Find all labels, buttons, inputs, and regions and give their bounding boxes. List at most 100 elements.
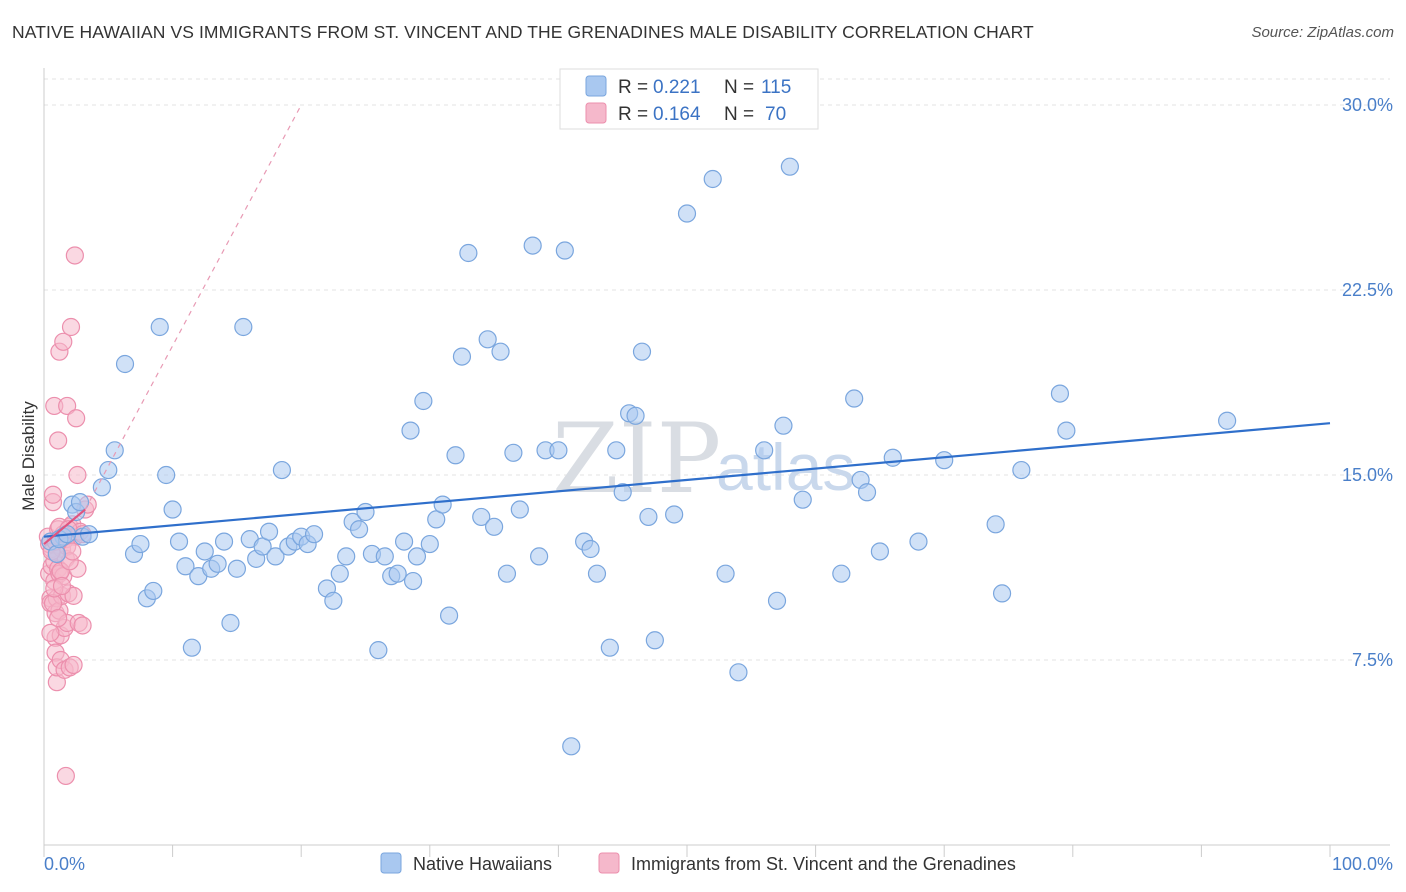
legend-bottom-swatch-blue	[380, 852, 402, 874]
y-tick-label-2: 22.5%	[1342, 280, 1393, 300]
native-hawaiians-point-89	[729, 663, 748, 682]
native-hawaiians-point-102	[935, 451, 954, 470]
native-hawaiians-point-57	[439, 606, 459, 625]
native-hawaiians-point-83	[639, 507, 658, 527]
native-hawaiians-point-43	[356, 502, 375, 522]
native-hawaiians-point-107	[1057, 421, 1076, 440]
native-hawaiians-point-13	[157, 465, 176, 485]
native-hawaiians-point-56	[433, 495, 452, 514]
native-hawaiians-point-30	[266, 547, 285, 566]
native-hawaiians-point-86	[677, 204, 697, 223]
native-hawaiians-point-68	[523, 236, 542, 255]
native-hawaiians-point-54	[420, 534, 439, 554]
legend-n-value-2: 70	[765, 104, 786, 125]
native-hawaiians-point-101	[909, 532, 928, 551]
native-hawaiians-point-110	[47, 544, 66, 564]
native-hawaiians-point-91	[767, 591, 787, 610]
native-hawaiians-point-88	[716, 564, 735, 583]
native-hawaiians-point-85	[665, 505, 684, 524]
native-hawaiians-point-59	[452, 347, 472, 366]
legend-bottom-label-pink: Immigrants from St. Vincent and the Gren…	[631, 854, 1016, 874]
native-hawaiians-point-52	[407, 547, 427, 566]
native-hawaiians-point-96	[845, 389, 864, 408]
native-hawaiians-point-62	[478, 330, 497, 349]
native-hawaiians-point-106	[1050, 384, 1070, 403]
legend-r-value-2: 0.164	[653, 104, 701, 125]
immigrants-point-7	[43, 485, 63, 504]
native-hawaiians-point-51	[403, 571, 423, 591]
native-hawaiians-point-11	[144, 581, 163, 601]
native-hawaiians-point-53	[414, 391, 433, 411]
native-hawaiians-point-92	[774, 416, 793, 435]
legend-n-label-2: N =	[724, 104, 754, 125]
x-tick-label-max: 100.0%	[1332, 854, 1393, 874]
native-hawaiians-point-58	[446, 446, 465, 465]
native-hawaiians-point-65	[497, 564, 517, 583]
native-hawaiians-point-87	[703, 169, 722, 189]
legend-bottom: Native Hawaiians Immigrants from St. Vin…	[380, 852, 1016, 874]
native-hawaiians-point-79	[613, 483, 632, 502]
source-label: Source: ZipAtlas.com	[1251, 24, 1394, 41]
native-hawaiians-point-113	[70, 493, 90, 512]
native-hawaiians-point-94	[793, 490, 812, 509]
chart-title: NATIVE HAWAIIAN VS IMMIGRANTS FROM ST. V…	[12, 22, 1034, 42]
native-hawaiians-point-4	[92, 478, 111, 497]
native-hawaiians-point-40	[337, 547, 356, 566]
immigrants-point-19	[49, 431, 68, 450]
legend-n-label-1: N =	[724, 77, 754, 98]
native-hawaiians-point-77	[600, 638, 619, 657]
y-tick-label-3: 30.0%	[1342, 95, 1393, 115]
legend-swatch-pink	[585, 102, 607, 124]
native-hawaiians-point-93	[780, 157, 799, 176]
native-hawaiians-point-72	[555, 241, 574, 260]
native-hawaiians-point-69	[530, 547, 549, 566]
legend-top: R = 0.221 N = 115 R = 0.164 N = 70	[559, 68, 819, 130]
y-tick-label-1: 15.0%	[1342, 465, 1393, 485]
native-hawaiians-point-108	[1218, 411, 1237, 430]
x-tick-label-min: 0.0%	[44, 854, 85, 874]
native-hawaiians-point-7	[115, 354, 135, 374]
immigrants-point-68	[41, 623, 60, 642]
native-hawaiians-point-25	[234, 317, 253, 337]
legend-r-value-1: 0.221	[653, 77, 701, 98]
native-hawaiians-point-105	[1012, 460, 1031, 480]
native-hawaiians-point-17	[182, 638, 201, 657]
native-hawaiians-point-24	[227, 559, 246, 578]
native-hawaiians-point-78	[607, 441, 626, 460]
axes	[43, 68, 1390, 846]
immigrants-point-40	[64, 586, 83, 605]
native-hawaiians-point-46	[375, 547, 394, 566]
y-tick-label-0: 7.5%	[1352, 650, 1393, 670]
native-hawaiians-point-23	[221, 613, 240, 633]
y-tick-labels: 7.5% 15.0% 22.5% 30.0%	[1342, 95, 1393, 670]
native-hawaiians-point-73	[562, 737, 581, 756]
legend-swatch-blue	[585, 75, 607, 97]
native-hawaiians-point-5	[99, 460, 118, 480]
series-native-hawaiians-points	[41, 157, 1237, 756]
immigrants-point-38	[61, 317, 81, 337]
native-hawaiians-point-42	[349, 520, 369, 539]
immigrants-point-45	[68, 465, 87, 485]
native-hawaiians-point-84	[645, 631, 664, 650]
immigrants-point-65	[52, 576, 72, 596]
native-hawaiians-point-63	[485, 517, 504, 536]
native-hawaiians-point-60	[459, 243, 478, 263]
native-hawaiians-point-67	[510, 500, 529, 519]
x-ticks	[43, 845, 1331, 857]
legend-r-label-1: R =	[618, 77, 648, 98]
legend-bottom-swatch-pink	[598, 852, 620, 874]
trend-lines	[43, 104, 1331, 545]
native-hawaiians-point-61	[472, 507, 491, 527]
immigrants-point-49	[73, 616, 92, 635]
native-hawaiians-point-14	[163, 500, 182, 519]
native-hawaiians-point-31	[272, 460, 292, 480]
native-hawaiians-point-19	[195, 542, 214, 561]
immigrants-point-52	[56, 766, 75, 786]
native-hawaiians-point-50	[401, 421, 420, 440]
native-hawaiians-point-45	[369, 641, 388, 660]
immigrants-point-28	[54, 332, 73, 351]
native-hawaiians-point-15	[169, 532, 189, 551]
native-hawaiians-point-100	[883, 448, 902, 467]
immigrants-point-69	[49, 608, 68, 628]
